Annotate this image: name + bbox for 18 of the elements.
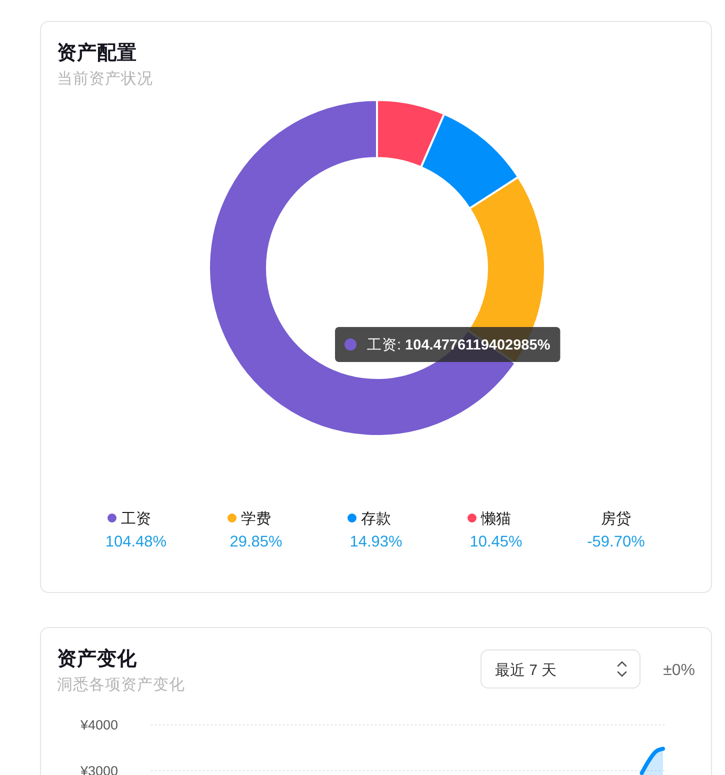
- text: -59.70%: [587, 534, 645, 550]
- legend-label: 工资: [121, 510, 151, 528]
- data-label: 10.45%: [470, 534, 522, 550]
- data-label: 104.48%: [105, 534, 167, 550]
- legend-label: 存款: [361, 510, 391, 528]
- chart-title: 资产配置: [57, 41, 137, 64]
- y-tick-label: ¥4000: [79, 717, 118, 732]
- text: 工资: 104.4776119402985%: [367, 336, 550, 354]
- data-label: 29.85%: [230, 534, 282, 550]
- chart-title: 资产变化: [57, 647, 138, 670]
- chart-subtitle: 当前资产状况: [57, 70, 153, 88]
- text: ±0%: [663, 662, 695, 679]
- chart-subtitle: 洞悉各项资产变化: [57, 676, 185, 694]
- category-label: 房贷: [601, 510, 631, 528]
- data-label: 14.93%: [350, 534, 402, 550]
- legend-label: 学费: [241, 510, 271, 528]
- legend-label: 懒猫: [480, 510, 511, 528]
- text: 最近 7 天: [495, 662, 557, 679]
